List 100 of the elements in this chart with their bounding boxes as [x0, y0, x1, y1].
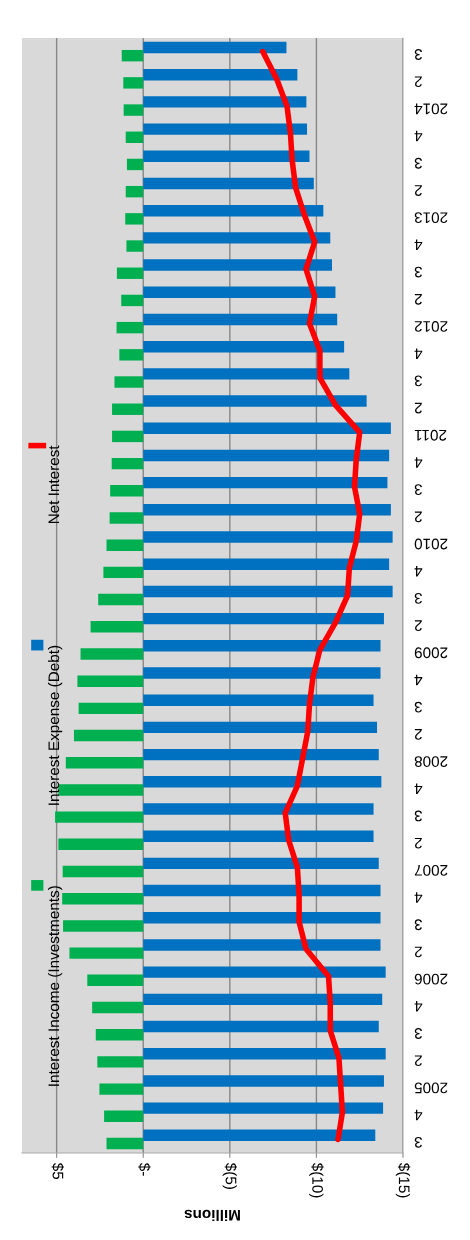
y-tick-label: 2007	[414, 864, 448, 876]
bar	[90, 621, 144, 633]
bar	[143, 1020, 379, 1033]
bar	[106, 1137, 144, 1150]
y-tick-label: 2	[414, 293, 422, 305]
bar	[143, 912, 381, 924]
bar	[112, 403, 144, 415]
bar	[62, 865, 144, 878]
y-tick-label: 3	[414, 375, 423, 387]
bar	[95, 1028, 144, 1041]
bar	[143, 41, 287, 54]
bar	[69, 947, 144, 959]
bar	[143, 368, 350, 380]
bar	[123, 77, 144, 89]
bar	[143, 1048, 386, 1060]
bar	[143, 395, 367, 407]
x-tick-label: $(5)	[222, 1162, 238, 1189]
bar	[77, 675, 144, 687]
bar	[143, 993, 383, 1006]
bar	[143, 69, 298, 81]
y-tick-label: 4	[414, 1109, 423, 1121]
bar	[58, 784, 144, 796]
bar	[143, 721, 378, 734]
bar	[65, 757, 144, 769]
y-tick-label: 2008	[414, 756, 448, 767]
bar	[106, 539, 144, 551]
x-tick-label: $5	[51, 1162, 64, 1180]
x-tick-label: $(15)	[395, 1162, 411, 1198]
bar	[143, 966, 386, 978]
bar	[143, 585, 393, 598]
y-tick-label: 2013	[414, 212, 448, 224]
y-tick-label: 3	[414, 919, 423, 931]
bar	[92, 1001, 144, 1014]
y-tick-label: 3	[414, 266, 423, 278]
bar	[123, 104, 144, 116]
bar	[116, 267, 144, 279]
bar	[103, 566, 144, 579]
y-tick-label: 4	[414, 130, 423, 142]
bar	[143, 449, 390, 462]
bar	[143, 830, 374, 842]
bar	[143, 476, 388, 489]
y-tick-label: 3	[414, 701, 423, 713]
y-tick-label: 4	[414, 348, 423, 359]
bar	[143, 232, 331, 244]
y-tick-label: 2	[414, 946, 422, 958]
bar	[80, 648, 144, 660]
bar	[116, 321, 144, 334]
bar	[143, 96, 307, 108]
bar	[143, 259, 332, 271]
y-tick-label: 3	[414, 1028, 423, 1039]
bar	[143, 776, 382, 788]
y-tick-label: 4	[414, 783, 423, 795]
y-tick-label: 2006	[414, 973, 448, 985]
bar	[143, 123, 308, 135]
legend-label: Interest Income (Investments)	[47, 886, 63, 1086]
y-tick-label: 2	[414, 76, 422, 88]
bar	[98, 593, 144, 606]
bar	[109, 512, 144, 524]
bar	[143, 939, 381, 951]
y-tick-label: 3	[414, 484, 423, 496]
bar	[143, 667, 381, 679]
bar	[114, 376, 144, 388]
bar	[110, 485, 144, 497]
y-tick-label: 2	[414, 511, 422, 523]
bar	[143, 150, 310, 163]
y-tick-label: 2009	[414, 647, 448, 659]
y-tick-label: 2	[414, 837, 422, 849]
y-tick-label: 2	[414, 402, 422, 414]
bar	[104, 1110, 144, 1122]
y-tick-label: 3	[414, 157, 423, 169]
bar	[143, 204, 324, 217]
bar	[125, 131, 144, 143]
x-tick-label: $-	[138, 1162, 151, 1176]
y-tick-label: 3	[414, 49, 423, 60]
bar	[87, 974, 144, 987]
bar	[112, 430, 144, 443]
y-tick-label: 2	[414, 1055, 422, 1067]
y-tick-label: 4	[414, 892, 423, 903]
bar	[143, 340, 345, 353]
bar	[126, 240, 144, 252]
bar	[143, 1102, 384, 1114]
bar	[143, 857, 379, 870]
x-axis-title: Millions	[184, 1209, 240, 1221]
y-tick-label: 3	[414, 592, 423, 604]
bar	[55, 811, 144, 823]
y-tick-label: 4	[414, 674, 423, 686]
y-tick-label: 4	[414, 1001, 423, 1012]
bar	[111, 457, 144, 470]
bar	[143, 803, 374, 815]
bar	[143, 612, 384, 625]
bar	[143, 531, 393, 543]
bar	[143, 558, 390, 570]
y-tick-label: 3	[414, 1136, 423, 1148]
bar	[143, 694, 374, 706]
y-tick-label: 2	[414, 620, 422, 631]
x-tick-label: $(10)	[309, 1162, 324, 1198]
bar	[97, 1056, 144, 1068]
bar	[143, 504, 391, 516]
y-tick-label: 2014	[414, 103, 448, 115]
bar	[119, 349, 144, 361]
